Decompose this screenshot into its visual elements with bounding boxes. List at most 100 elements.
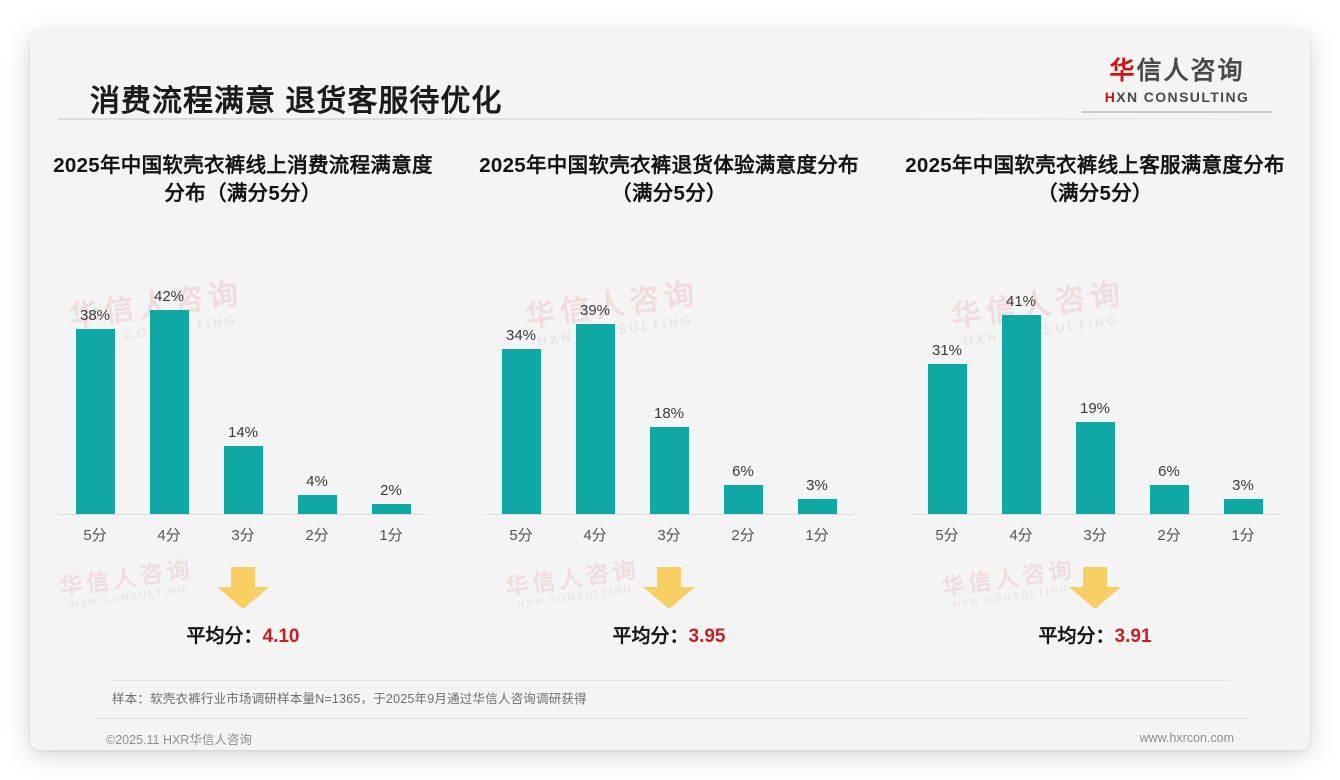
x-axis-line (484, 513, 854, 515)
logo-chinese-text: 华信人咨询 (1082, 57, 1272, 86)
bar-slot: 14% (213, 254, 273, 514)
chart-title-1: 2025年中国软壳衣裤线上消费流程满意度分布（满分5分） (53, 154, 433, 206)
chart-plot-1: 华信人咨询 HXN CONSULTING 38% 42% 14% (30, 249, 456, 549)
x-tick-label: 5分 (83, 526, 107, 544)
footnote-divider (110, 680, 1230, 681)
bar-slot: 42% (139, 254, 199, 514)
watermark-cn: 华信人咨询 (57, 555, 196, 600)
bar[interactable] (1223, 498, 1263, 514)
bar-value-label: 6% (1158, 462, 1180, 480)
watermark-cn: 华信人咨询 (503, 555, 642, 600)
header-divider (58, 118, 1282, 120)
bar-slot: 18% (639, 254, 699, 514)
x-tick-label: 1分 (379, 526, 403, 544)
average-zone-3: 华信人咨询 HXN CONSULTING 平均分：3.91 (882, 555, 1308, 675)
bar-group-3: 31% 41% 19% 6% (910, 254, 1280, 514)
bar-value-label: 34% (505, 326, 537, 344)
average-value: 3.91 (1114, 625, 1152, 647)
logo-english-text: HXN CONSULTING (1082, 89, 1272, 105)
chart-plot-3: 华信人咨询 HXN CONSULTING 31% 41% 19% (882, 249, 1308, 549)
bar-value-label: 3% (1232, 476, 1254, 494)
bar-value-label: 39% (579, 301, 611, 319)
bar[interactable] (223, 445, 263, 514)
x-tick-label: 5分 (509, 526, 533, 544)
logo-cn-rest: 信人咨询 (1136, 57, 1245, 85)
bar-value-label: 42% (153, 287, 185, 305)
x-axis-ticks-3: 5分 4分 3分 2分 1分 (910, 524, 1280, 545)
logo-en-highlight: H (1104, 88, 1117, 105)
x-tick-label: 2分 (305, 526, 329, 544)
watermark: 华信人咨询 HXN CONSULTING (939, 555, 1079, 611)
x-tick-label: 4分 (1009, 526, 1033, 544)
slide-footer: ©2025.11 HXR华信人咨询 www.hxrcon.com (30, 724, 1310, 750)
x-tick-label: 3分 (657, 526, 681, 544)
bar[interactable] (649, 426, 689, 514)
bar-slot: 34% (491, 254, 551, 514)
slide-header: 消费流程满意 退货客服待优化 华信人咨询 HXN CONSULTING (30, 30, 1310, 122)
bar[interactable] (575, 323, 615, 514)
bar[interactable] (501, 348, 541, 514)
logo-en-rest: XN CONSULTING (1116, 88, 1250, 105)
bar-value-label: 38% (79, 306, 111, 324)
bar[interactable] (149, 309, 189, 514)
x-tick-label: 3分 (231, 526, 255, 544)
footnote: 样本：软壳衣裤行业市场调研样本量N=1365，于2025年9月通过华信人咨询调研… (112, 692, 587, 706)
chart-panel-2: 2025年中国软壳衣裤退货体验满意度分布（满分5分） 华信人咨询 HXN CON… (456, 140, 882, 675)
bar-slot: 38% (65, 254, 125, 514)
bar[interactable] (297, 494, 337, 514)
average-score-3: 平均分：3.91 (882, 621, 1308, 648)
x-tick-label: 4分 (157, 526, 181, 544)
bar-value-label: 14% (227, 423, 259, 441)
chart-title-3: 2025年中国软壳衣裤线上客服满意度分布（满分5分） (905, 154, 1285, 206)
bar[interactable] (75, 328, 115, 514)
x-tick-label: 4分 (583, 526, 607, 544)
bar-slot: 6% (713, 254, 773, 514)
watermark-en: HXN CONSULTING (516, 583, 635, 611)
x-tick-label: 2分 (731, 526, 755, 544)
bar[interactable] (1075, 421, 1115, 514)
x-axis-line (58, 513, 428, 515)
chart-panel-1: 2025年中国软壳衣裤线上消费流程满意度分布（满分5分） 华信人咨询 HXN C… (30, 140, 456, 675)
down-arrow-icon (1067, 565, 1123, 616)
chart-title-2: 2025年中国软壳衣裤退货体验满意度分布（满分5分） (479, 154, 859, 206)
bar-group-2: 34% 39% 18% 6% (484, 254, 854, 514)
x-tick-label: 5分 (935, 526, 959, 544)
average-label: 平均分： (186, 625, 263, 647)
bar-value-label: 4% (306, 472, 328, 490)
bar-value-label: 6% (732, 462, 754, 480)
x-axis-ticks-1: 5分 4分 3分 2分 1分 (58, 524, 428, 545)
x-axis-line (910, 513, 1280, 515)
x-tick-label: 3分 (1083, 526, 1107, 544)
bar[interactable] (797, 498, 837, 514)
bar[interactable] (1001, 314, 1041, 514)
average-score-2: 平均分：3.95 (456, 621, 882, 648)
bar-value-label: 41% (1005, 292, 1037, 310)
watermark-cn: 华信人咨询 (939, 555, 1078, 600)
x-axis-ticks-2: 5分 4分 3分 2分 1分 (484, 524, 854, 545)
company-logo: 华信人咨询 HXN CONSULTING (1082, 57, 1272, 113)
bar-slot: 3% (1213, 254, 1273, 514)
bar-slot: 4% (287, 254, 347, 514)
bar-value-label: 3% (806, 476, 828, 494)
average-zone-1: 华信人咨询 HXN CONSULTING 平均分：4.10 (30, 555, 456, 675)
watermark: 华信人咨询 HXN CONSULTING (57, 555, 197, 611)
chart-panel-3: 2025年中国软壳衣裤线上客服满意度分布（满分5分） 华信人咨询 HXN CON… (882, 140, 1308, 675)
average-value: 4.10 (262, 625, 300, 647)
bar[interactable] (927, 363, 967, 514)
average-label: 平均分： (1038, 625, 1115, 647)
bar-slot: 3% (787, 254, 847, 514)
bar-slot: 39% (565, 254, 625, 514)
bar-slot: 31% (917, 254, 977, 514)
bar-slot: 2% (361, 254, 421, 514)
footer-website: www.hxrcon.com (1139, 731, 1234, 745)
bar[interactable] (1149, 484, 1189, 514)
bar[interactable] (371, 503, 411, 514)
bar-slot: 19% (1065, 254, 1125, 514)
bar-slot: 6% (1139, 254, 1199, 514)
x-tick-label: 1分 (1231, 526, 1255, 544)
logo-cn-highlight: 华 (1109, 57, 1137, 85)
charts-row: 2025年中国软壳衣裤线上消费流程满意度分布（满分5分） 华信人咨询 HXN C… (30, 140, 1310, 675)
watermark: 华信人咨询 HXN CONSULTING (503, 555, 643, 611)
bar[interactable] (723, 484, 763, 514)
down-arrow-icon (215, 565, 271, 616)
